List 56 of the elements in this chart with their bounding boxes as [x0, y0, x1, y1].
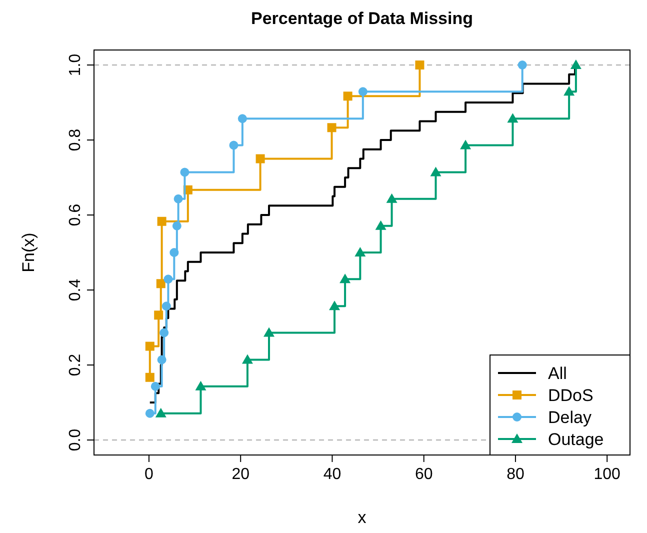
point — [375, 220, 386, 230]
point — [430, 166, 442, 176]
legend-label: DDoS — [548, 386, 594, 405]
x-tick-label: 100 — [594, 466, 621, 483]
point — [157, 216, 166, 226]
point — [157, 355, 166, 364]
x-tick-label: 20 — [232, 466, 250, 483]
point — [180, 168, 190, 177]
x-tick-label: 40 — [323, 466, 342, 483]
chart-title: Percentage of Data Missing — [250, 9, 474, 28]
y-tick-label: 0.2 — [67, 354, 84, 376]
point — [242, 354, 253, 364]
point — [570, 60, 582, 69]
x-tick-label: 0 — [144, 466, 154, 483]
point — [354, 247, 366, 256]
point — [386, 193, 398, 203]
point — [358, 87, 368, 96]
point — [460, 140, 472, 150]
point — [170, 248, 179, 257]
point — [256, 154, 265, 164]
point — [507, 113, 518, 123]
y-tick-label: 0.0 — [67, 428, 84, 452]
point — [160, 328, 169, 338]
point — [162, 302, 171, 311]
point — [329, 300, 340, 310]
x-axis-title: x — [358, 508, 367, 527]
point — [229, 140, 238, 150]
legend-label: Delay — [548, 408, 592, 427]
point — [238, 114, 247, 124]
legend-label: All — [548, 364, 567, 383]
y-tick-label: 0.6 — [67, 204, 84, 226]
point — [164, 274, 173, 284]
point — [564, 86, 575, 96]
y-tick-label: 0.4 — [67, 278, 84, 302]
x-tick-label: 80 — [506, 466, 524, 483]
y-axis-title: Fn(x) — [19, 232, 38, 272]
point — [145, 408, 154, 418]
point — [264, 327, 274, 337]
point — [415, 60, 424, 70]
y-tick-label: 1.0 — [67, 54, 84, 76]
point — [155, 408, 166, 418]
point — [174, 194, 183, 204]
point — [156, 279, 166, 288]
y-tick-label: 0.8 — [67, 128, 84, 152]
point — [195, 380, 206, 390]
point — [145, 372, 154, 382]
point — [518, 60, 527, 70]
point — [340, 274, 351, 284]
point — [172, 221, 182, 230]
point — [327, 123, 336, 132]
point — [343, 92, 352, 101]
legend-label: Outage — [548, 430, 604, 449]
point — [154, 310, 164, 320]
x-tick-label: 60 — [414, 466, 433, 483]
point — [145, 342, 154, 351]
point — [150, 382, 160, 391]
